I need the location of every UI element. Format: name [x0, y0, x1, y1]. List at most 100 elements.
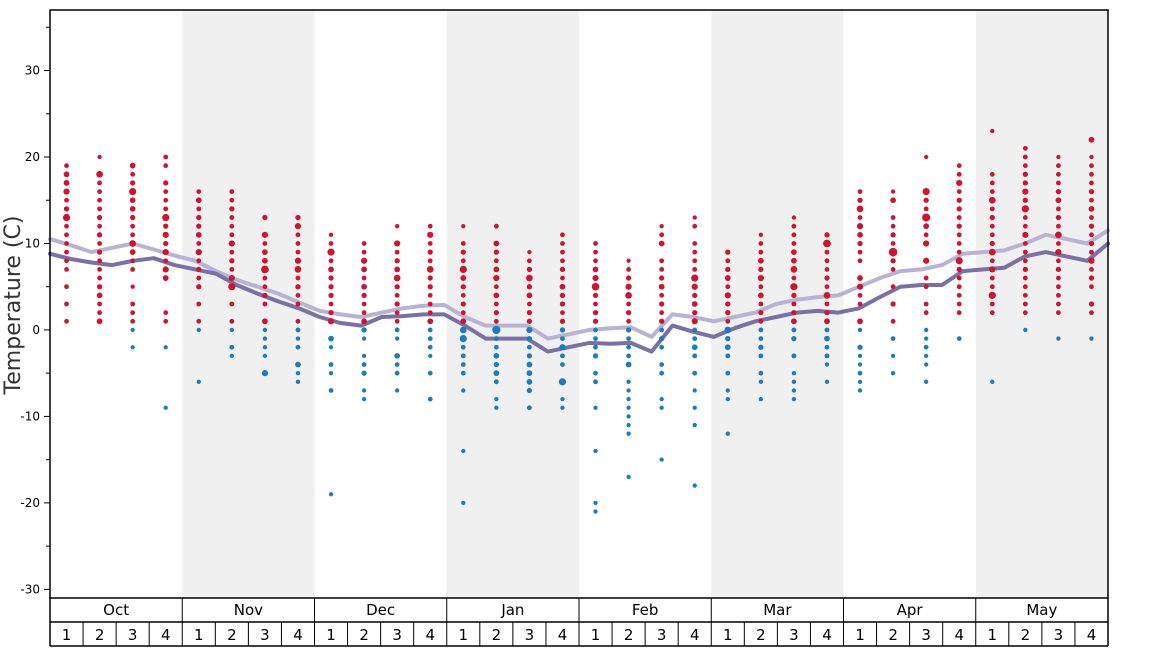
data-point — [989, 206, 995, 212]
data-point — [460, 284, 466, 290]
shade-jan — [446, 10, 579, 598]
data-point — [328, 492, 334, 497]
data-point — [460, 301, 466, 307]
data-point — [1022, 145, 1028, 151]
week-label: 1 — [459, 626, 469, 644]
data-point — [526, 353, 533, 359]
data-point — [1022, 241, 1028, 246]
data-point — [130, 345, 135, 350]
week-label: 4 — [425, 626, 435, 644]
data-point — [361, 396, 367, 402]
data-point — [163, 197, 169, 203]
data-point — [857, 231, 863, 238]
data-point — [295, 249, 301, 255]
week-label: 2 — [492, 626, 502, 644]
data-point — [427, 370, 433, 376]
data-point — [692, 422, 697, 428]
data-point — [658, 283, 665, 290]
data-point — [956, 336, 962, 341]
data-point — [427, 292, 433, 298]
data-point — [592, 310, 599, 316]
data-point — [361, 327, 367, 333]
week-label: 2 — [1021, 626, 1031, 644]
week-label: 4 — [690, 626, 700, 644]
data-point — [1056, 301, 1061, 307]
data-point — [626, 396, 631, 402]
data-point — [758, 249, 764, 255]
data-point — [295, 232, 301, 238]
data-point — [361, 370, 367, 376]
data-point — [824, 310, 830, 316]
data-point — [1088, 188, 1095, 195]
data-point — [592, 318, 599, 324]
data-point — [857, 240, 863, 247]
data-point — [97, 154, 102, 160]
data-point — [328, 335, 334, 342]
data-point — [725, 431, 730, 436]
data-point — [459, 334, 467, 343]
data-point — [626, 379, 631, 384]
data-point — [63, 188, 70, 195]
data-point — [527, 249, 532, 255]
data-point — [461, 224, 466, 229]
data-point — [62, 213, 71, 222]
data-point — [294, 223, 302, 230]
data-point — [692, 215, 697, 220]
week-label: 3 — [789, 626, 799, 644]
data-point — [394, 292, 400, 298]
data-point — [526, 378, 533, 385]
data-point — [725, 266, 731, 273]
data-point — [824, 258, 830, 264]
data-point — [758, 241, 764, 246]
data-point — [890, 301, 896, 307]
data-point — [1022, 292, 1028, 298]
data-point — [461, 448, 466, 454]
data-point — [659, 292, 665, 298]
data-point — [295, 241, 301, 246]
data-point — [856, 205, 864, 213]
data-point — [229, 301, 235, 307]
data-point — [361, 292, 367, 298]
data-point — [923, 379, 929, 384]
data-point — [460, 258, 466, 264]
data-point — [96, 249, 103, 255]
data-point — [493, 379, 499, 385]
data-point — [857, 344, 863, 350]
data-point — [791, 396, 797, 402]
data-point — [625, 283, 632, 290]
data-point — [625, 361, 632, 368]
data-point — [890, 267, 896, 272]
data-point — [626, 336, 631, 341]
data-point — [725, 388, 730, 393]
data-point — [494, 405, 499, 410]
data-point — [1089, 215, 1094, 220]
week-label: 4 — [161, 626, 171, 644]
data-point — [593, 379, 598, 385]
data-point — [130, 318, 136, 324]
data-point — [559, 283, 566, 290]
week-label: 1 — [723, 626, 733, 644]
data-point — [626, 353, 631, 359]
data-point — [427, 249, 433, 255]
data-point — [625, 291, 632, 299]
data-point — [1021, 205, 1029, 213]
data-point — [527, 405, 532, 411]
data-point — [824, 335, 830, 342]
data-point — [162, 275, 169, 281]
data-point — [163, 223, 169, 229]
data-point — [923, 197, 929, 203]
data-point — [295, 318, 301, 324]
data-point — [526, 361, 533, 368]
data-point — [659, 335, 665, 342]
data-point — [724, 292, 731, 299]
data-point — [923, 344, 929, 350]
data-point — [659, 275, 665, 281]
data-point — [527, 344, 532, 350]
data-point — [229, 249, 235, 255]
data-point — [923, 327, 929, 333]
data-point — [823, 239, 831, 248]
data-point — [1088, 223, 1095, 229]
y-tick-label: -20 — [20, 496, 40, 510]
data-point — [295, 275, 301, 281]
data-point — [63, 171, 70, 178]
